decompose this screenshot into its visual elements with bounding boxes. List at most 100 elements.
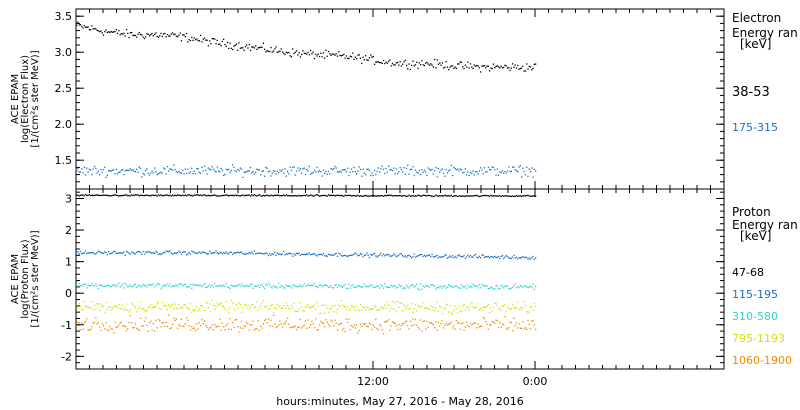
data-point	[316, 194, 318, 196]
data-point	[454, 328, 456, 330]
data-point	[134, 323, 137, 325]
data-point	[211, 252, 213, 254]
data-point	[131, 302, 133, 304]
data-point	[445, 287, 447, 289]
data-point	[283, 304, 285, 307]
data-point	[509, 69, 511, 72]
data-point	[463, 286, 465, 289]
data-point	[188, 325, 190, 327]
data-point	[435, 307, 437, 309]
data-point	[483, 317, 486, 320]
data-point	[246, 322, 248, 324]
data-point	[270, 254, 272, 256]
data-point	[477, 323, 479, 325]
data-point	[477, 287, 479, 289]
data-point	[405, 320, 408, 322]
data-point	[520, 308, 523, 310]
data-point	[357, 170, 359, 172]
data-point	[515, 307, 518, 309]
data-point	[380, 284, 382, 286]
data-point	[247, 253, 249, 255]
data-point	[524, 70, 527, 72]
data-point	[111, 284, 114, 286]
data-point	[174, 285, 176, 287]
data-point	[523, 170, 525, 173]
data-point	[124, 170, 126, 172]
data-point	[375, 255, 377, 257]
data-point	[394, 64, 396, 66]
data-point	[304, 195, 307, 197]
data-point	[197, 252, 199, 254]
data-point	[304, 52, 307, 55]
data-point	[379, 171, 381, 173]
data-point	[152, 35, 154, 37]
data-point	[393, 308, 395, 310]
data-point	[512, 195, 514, 197]
data-point	[251, 303, 253, 306]
data-point	[255, 45, 257, 47]
data-point	[505, 255, 507, 257]
data-point	[96, 29, 98, 31]
data-point	[280, 307, 282, 309]
data-point	[77, 21, 79, 23]
data-point	[418, 328, 420, 330]
data-point	[127, 309, 129, 311]
data-point	[243, 285, 245, 287]
data-point	[168, 170, 170, 172]
data-point	[168, 304, 170, 306]
data-point	[439, 195, 441, 197]
data-point	[78, 283, 80, 285]
data-point	[306, 327, 308, 329]
data-point	[106, 174, 108, 176]
data-point	[115, 252, 117, 254]
data-point	[180, 318, 183, 320]
data-point	[270, 286, 272, 288]
data-point	[375, 61, 377, 63]
data-point	[422, 171, 424, 173]
data-point	[136, 251, 138, 253]
data-point	[116, 194, 119, 197]
data-point	[324, 57, 326, 59]
series-points	[76, 193, 537, 198]
data-point	[352, 326, 354, 328]
data-point	[83, 300, 85, 303]
data-point	[501, 255, 504, 257]
data-point	[209, 250, 211, 252]
data-point	[216, 302, 218, 304]
data-point	[93, 253, 96, 255]
data-point	[230, 169, 232, 172]
data-point	[451, 195, 454, 198]
data-point	[414, 318, 417, 321]
data-point	[88, 29, 91, 31]
data-point	[379, 287, 381, 289]
data-point	[96, 303, 98, 305]
data-point	[312, 195, 314, 197]
data-point	[207, 307, 209, 309]
data-point	[191, 167, 193, 169]
data-point	[514, 169, 516, 171]
data-point	[114, 321, 116, 323]
data-point	[170, 252, 172, 254]
data-point	[215, 305, 217, 307]
data-point	[422, 285, 424, 287]
data-point	[487, 304, 489, 306]
data-point	[529, 306, 532, 308]
data-point	[367, 285, 369, 287]
data-point	[370, 323, 372, 325]
data-point	[220, 167, 222, 170]
data-point	[413, 174, 415, 177]
data-point	[207, 253, 209, 255]
data-point	[426, 61, 428, 64]
data-point	[362, 195, 364, 197]
data-point	[179, 172, 181, 174]
data-point	[517, 258, 519, 260]
data-point	[436, 176, 438, 178]
data-point	[396, 172, 399, 175]
data-point	[173, 164, 175, 166]
data-point	[202, 194, 204, 196]
data-point	[357, 255, 359, 257]
data-point	[399, 328, 401, 330]
data-point	[256, 252, 258, 254]
data-point	[237, 194, 239, 196]
data-point	[518, 166, 520, 168]
